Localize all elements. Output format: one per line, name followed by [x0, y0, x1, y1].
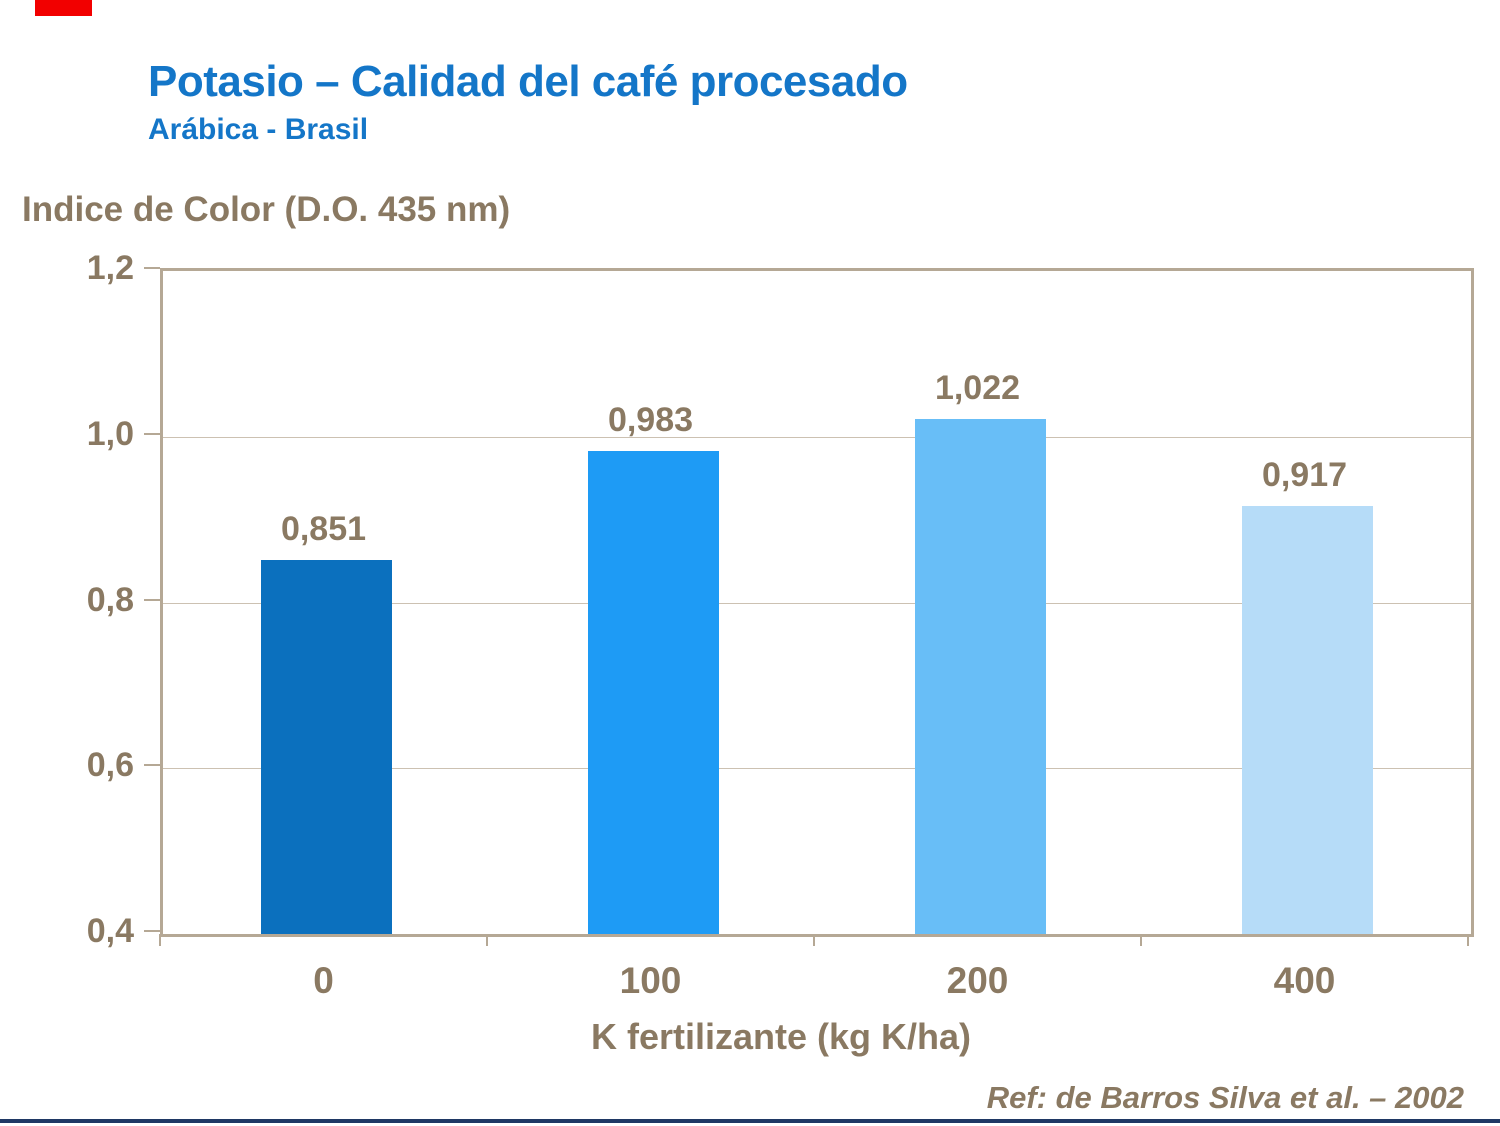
gridline	[163, 768, 1471, 770]
x-tick-mark	[813, 934, 815, 946]
y-tick-mark	[144, 432, 160, 435]
gridline	[163, 436, 1471, 438]
x-category-label: 400	[1273, 960, 1336, 1001]
x-tick-mark	[486, 934, 488, 946]
reference-citation: Ref: de Barros Silva et al. – 2002	[986, 1080, 1464, 1115]
y-tick-label: 0,4	[86, 912, 134, 950]
x-category-label: 200	[946, 960, 1009, 1001]
slide-accent-red-bar	[35, 0, 92, 16]
bar-100	[588, 450, 719, 934]
bar-value-label: 1,022	[934, 368, 1021, 407]
bar-200	[915, 418, 1046, 934]
y-tick-mark	[144, 598, 160, 601]
x-axis-title: K fertilizante (kg K/ha)	[590, 1016, 972, 1057]
y-tick-mark	[144, 764, 160, 767]
slide-bottom-rule	[0, 1119, 1500, 1123]
chart-subtitle: Arábica - Brasil	[148, 113, 369, 146]
bar-400	[1242, 505, 1373, 934]
gridline	[163, 602, 1471, 604]
bar-0	[261, 560, 392, 934]
chart-title: Potasio – Calidad del café procesado	[148, 57, 908, 106]
y-tick-label: 1,0	[86, 414, 134, 453]
y-tick-label: 0,6	[86, 746, 134, 785]
bar-value-label: 0,917	[1261, 455, 1348, 494]
bar-value-label: 0,851	[280, 510, 367, 549]
y-axis-title: Indice de Color (D.O. 435 nm)	[22, 190, 511, 229]
y-tick-label: 0,8	[86, 580, 134, 619]
y-tick-label: 1,2	[86, 249, 134, 287]
bar-value-label: 0,983	[607, 400, 694, 439]
y-tick-mark	[144, 267, 160, 269]
x-tick-mark	[1467, 934, 1469, 946]
x-tick-mark	[159, 934, 161, 946]
plot-area	[160, 268, 1474, 937]
y-tick-mark	[144, 930, 160, 932]
x-tick-mark	[1140, 934, 1142, 946]
x-category-label: 0	[313, 960, 334, 1001]
x-category-label: 100	[619, 960, 682, 1001]
